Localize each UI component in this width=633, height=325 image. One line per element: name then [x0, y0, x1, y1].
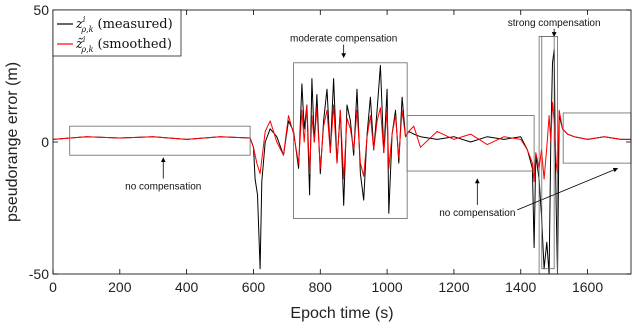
y-tick-label-2: 50: [33, 2, 49, 18]
annotation-arrow-secondary-3: [517, 167, 619, 211]
legend-entry-measured: zi ρ,k (measured): [75, 15, 173, 34]
annotation-box-3: [406, 115, 535, 172]
legend-box: [52, 9, 182, 57]
x-tick-label-4: 800: [309, 279, 333, 295]
x-tick-label-0: 0: [49, 279, 57, 295]
annotation-label-3: no compensation: [439, 208, 515, 219]
x-axis-label: Epoch time (s): [290, 305, 393, 322]
plot-area: [53, 49, 631, 274]
x-tick-label-8: 1600: [572, 279, 603, 295]
x-axis: 0 200 400 600 800 1000 1200 1400 1600: [49, 10, 603, 295]
x-tick-label-3: 600: [242, 279, 266, 295]
series-line-smoothed: [53, 101, 631, 183]
series-line-measured: [53, 49, 631, 274]
legend: zi ρ,k (measured) z̃i ρ,k (smoothed): [52, 9, 182, 57]
annotation-box-4: [541, 36, 555, 270]
annotation-label-1: strong compensation: [508, 18, 601, 29]
y-tick-label-1: 0: [41, 134, 49, 150]
annotation-layer: moderate compensation strong compensation…: [69, 18, 632, 275]
legend-entry-smoothed: z̃i ρ,k (smoothed): [75, 35, 172, 54]
x-tick-label-2: 400: [175, 279, 199, 295]
annotation-box-2: [69, 125, 251, 156]
y-axis-label: pseudorange error (m): [4, 62, 21, 222]
annotation-label-2: no compensation: [125, 182, 201, 193]
series-layer: [53, 49, 631, 274]
annotation-label-0: moderate compensation: [290, 34, 397, 45]
plot-frame: [52, 9, 632, 275]
y-tick-label-0: -50: [29, 266, 49, 282]
x-tick-label-1: 200: [108, 279, 132, 295]
x-tick-label-6: 1200: [438, 279, 469, 295]
x-tick-label-5: 1000: [372, 279, 403, 295]
x-tick-label-7: 1400: [505, 279, 536, 295]
